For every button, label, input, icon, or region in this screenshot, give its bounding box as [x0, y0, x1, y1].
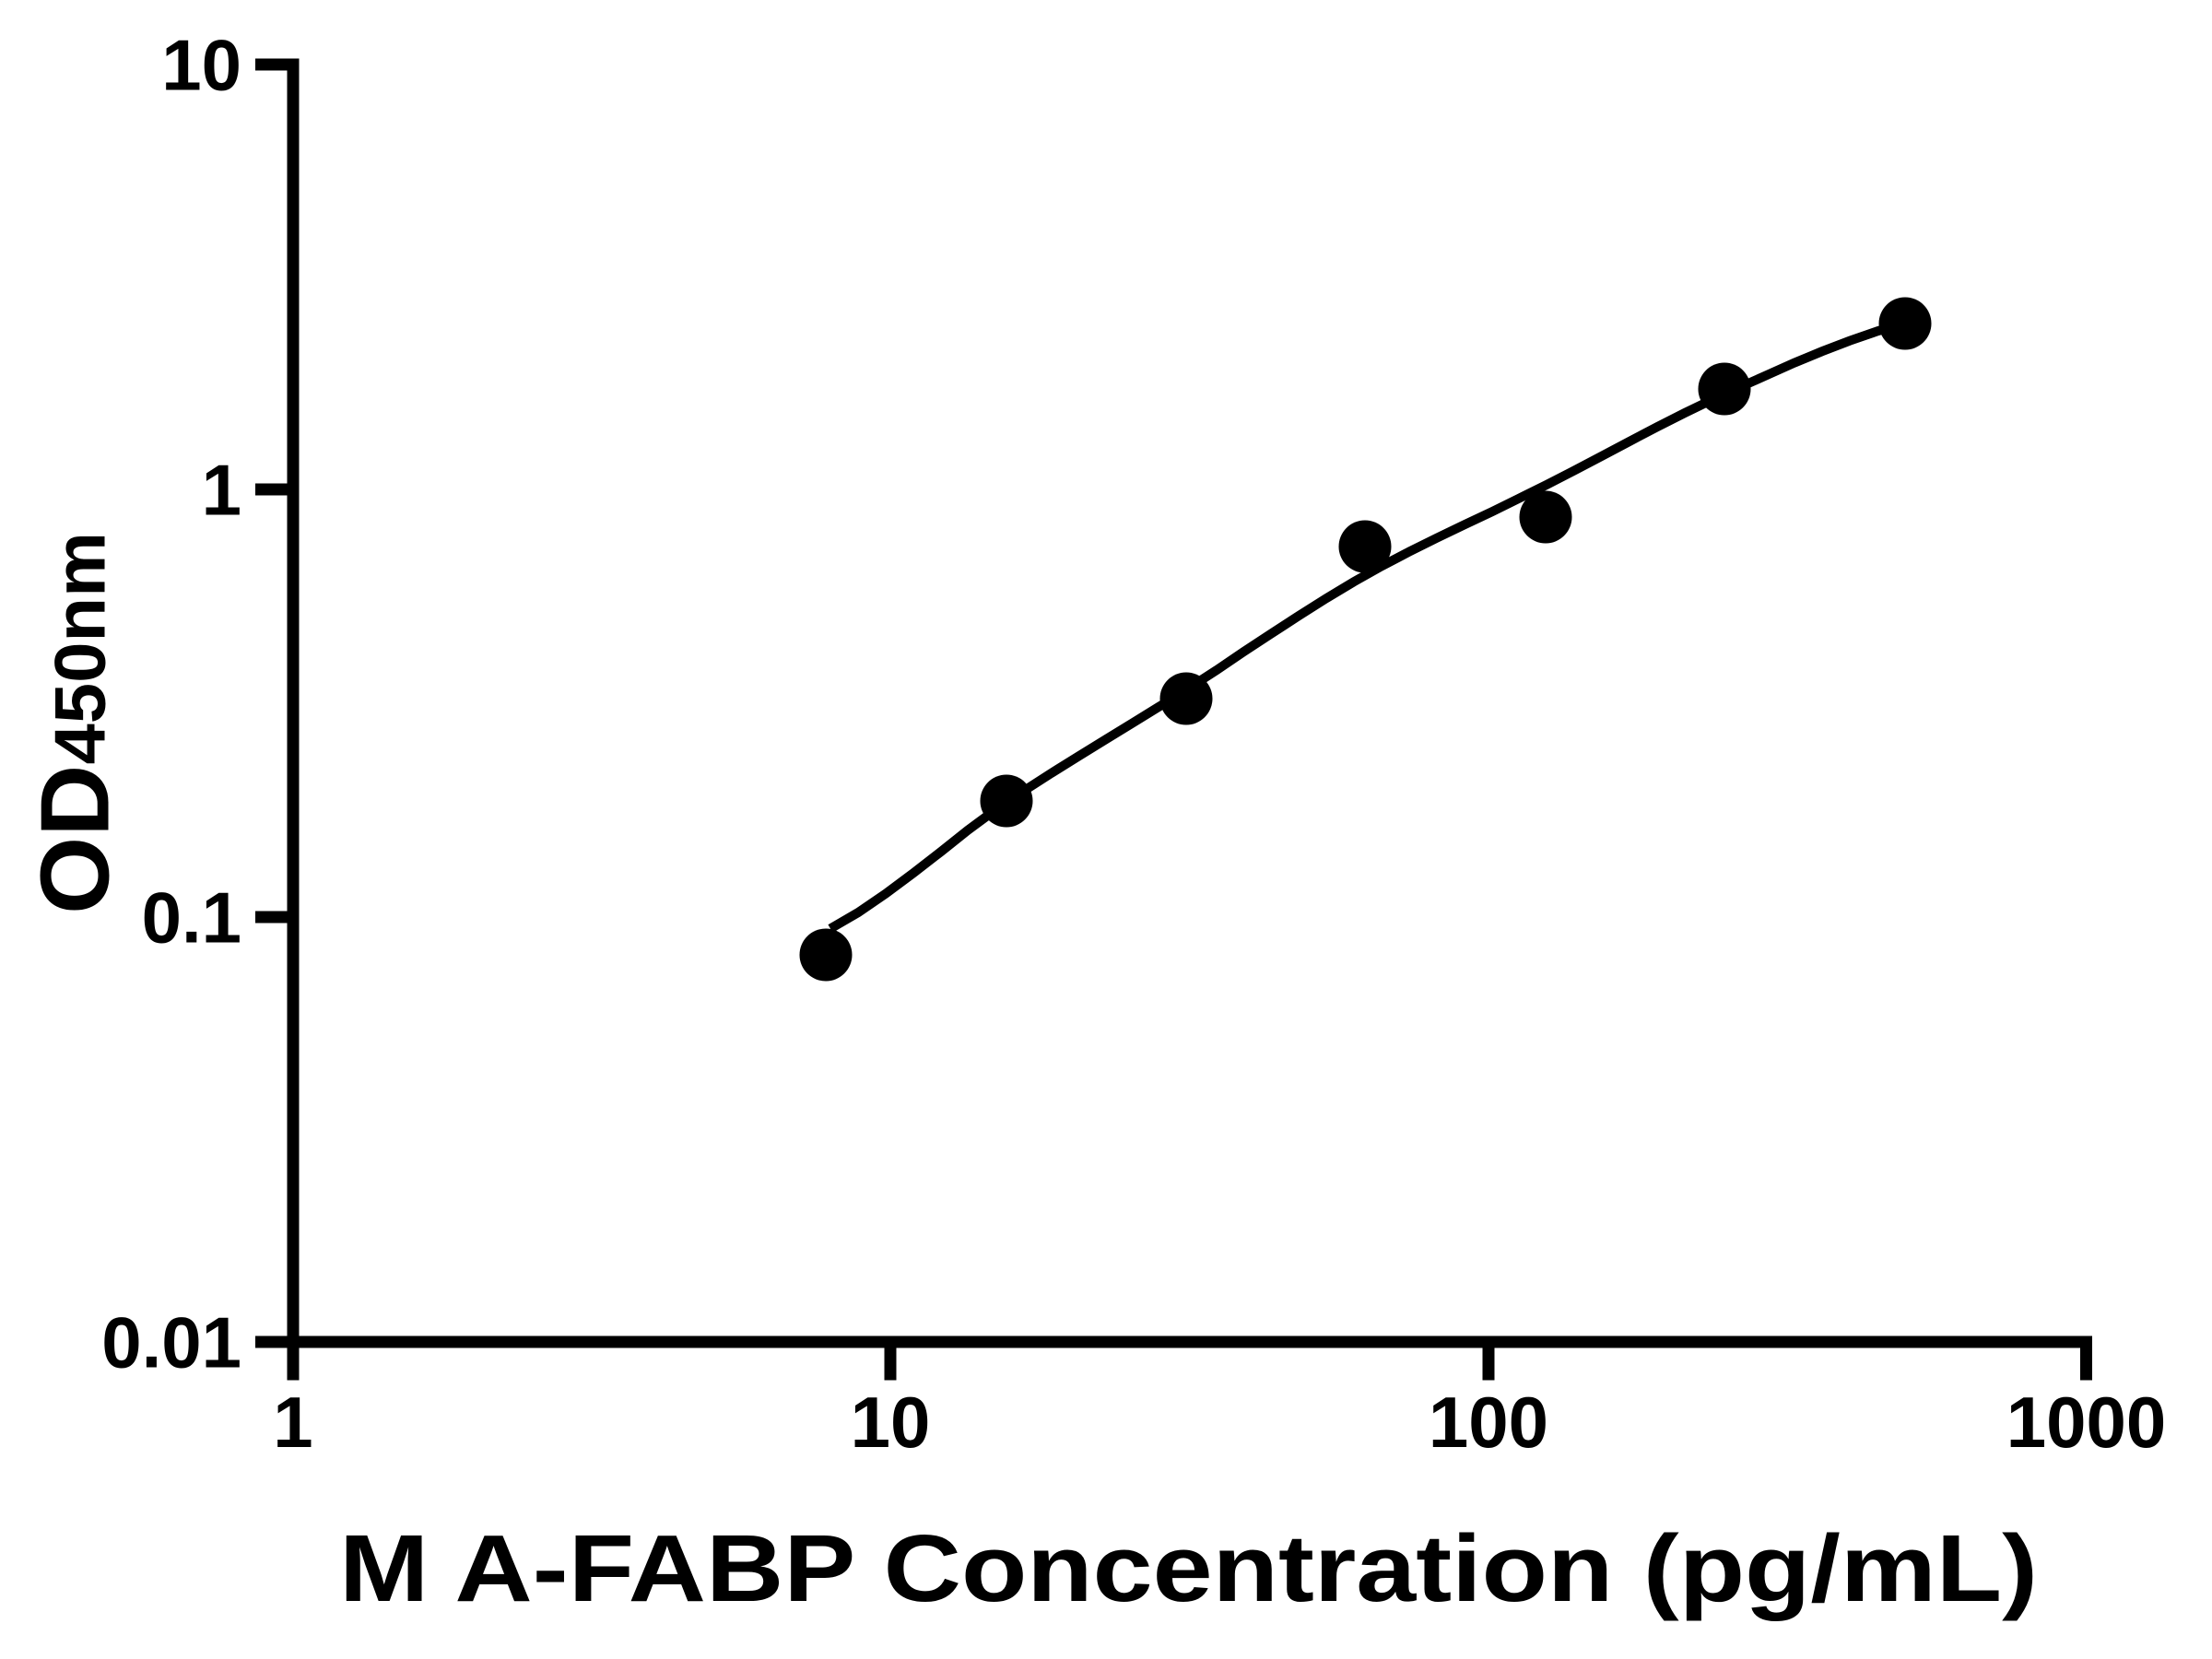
svg-text:M A-FABP Concentration (pg/mL): M A-FABP Concentration (pg/mL)	[339, 1515, 2038, 1621]
svg-text:1000: 1000	[2006, 1382, 2167, 1463]
svg-text:OD450nm: OD450nm	[21, 532, 130, 914]
svg-text:10: 10	[161, 25, 241, 106]
svg-text:0.1: 0.1	[142, 877, 241, 959]
svg-text:1: 1	[273, 1382, 312, 1463]
svg-text:100: 100	[1429, 1382, 1548, 1463]
svg-text:10: 10	[851, 1382, 931, 1463]
svg-text:0.01: 0.01	[101, 1302, 241, 1383]
svg-text:1: 1	[202, 450, 241, 531]
